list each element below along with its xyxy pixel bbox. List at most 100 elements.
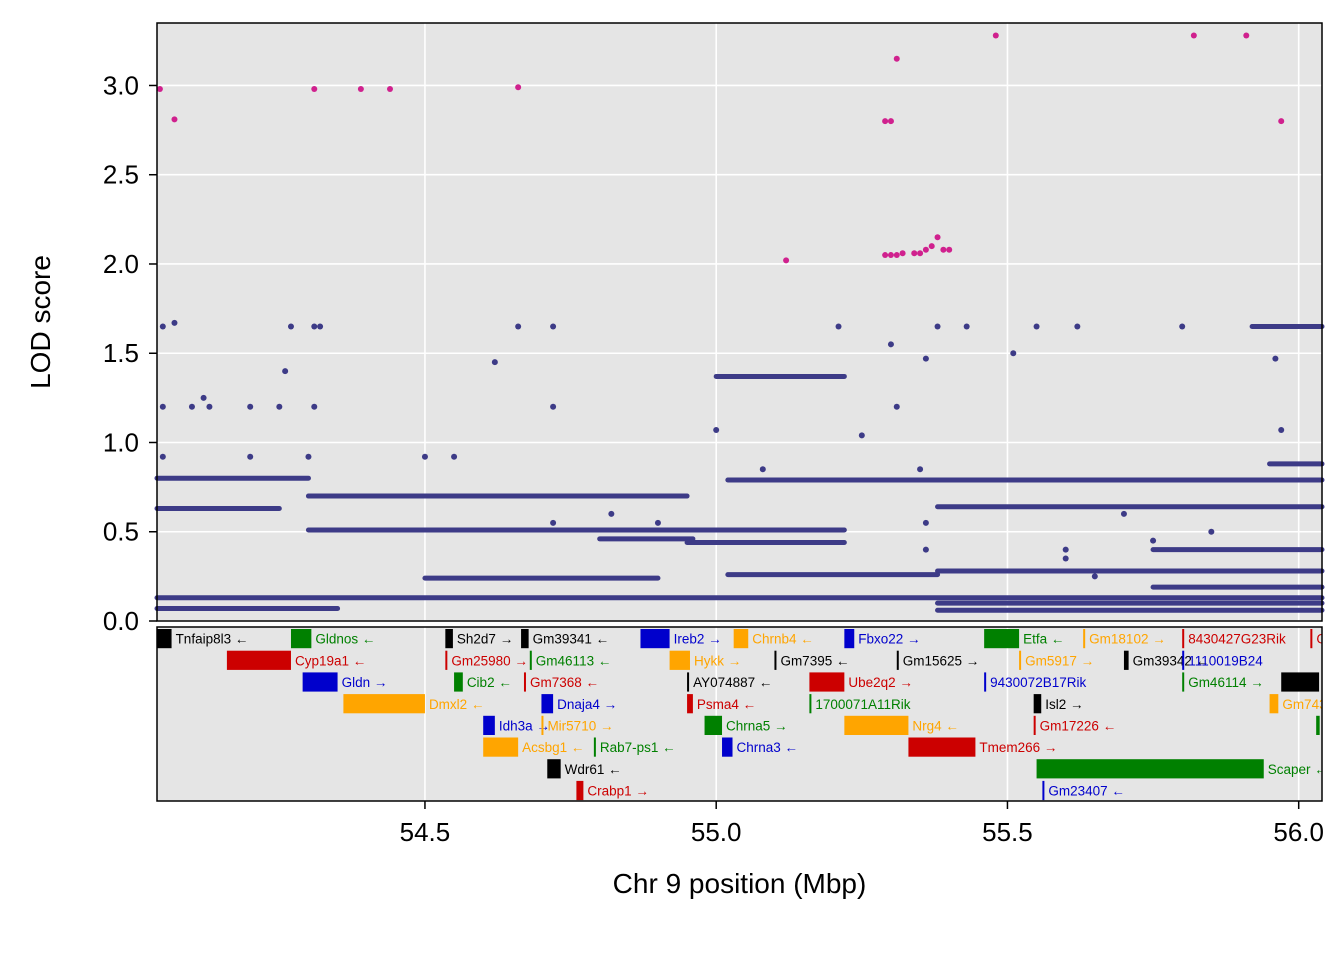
lod-point: [1243, 32, 1250, 39]
gene-label: Wdr61 ←: [565, 762, 622, 777]
gene-label: 1700071A11Rik: [815, 697, 910, 712]
gene-label: Gm46114 →: [1188, 675, 1264, 690]
gene-label: Chrna5 →: [726, 719, 788, 734]
gene-box: [521, 629, 529, 649]
x-tick-label: 54.5: [400, 817, 451, 847]
gene-box: [687, 672, 690, 692]
lod-point: [311, 86, 318, 93]
lod-point: [171, 319, 178, 326]
lod-point: [922, 355, 929, 362]
gene-box: [1182, 629, 1185, 649]
gene-box: [157, 629, 172, 649]
lod-point: [887, 118, 894, 125]
gene-label: Ube2q2 →: [848, 675, 913, 690]
gene-box: [1316, 715, 1320, 735]
y-tick-label: 3.0: [103, 70, 139, 100]
gene-label: Acsbg1 ←: [522, 740, 584, 755]
lod-point: [1074, 323, 1081, 330]
lod-point: [451, 453, 458, 460]
y-tick-label: 0.0: [103, 606, 139, 636]
y-tick-label: 0.5: [103, 517, 139, 547]
lod-point: [922, 519, 929, 526]
lod-point: [1272, 355, 1279, 362]
gene-box: [733, 629, 749, 649]
gene-box: [576, 780, 584, 801]
lod-point: [654, 519, 661, 526]
gene-label: Gm5917 →: [1025, 653, 1094, 668]
gene-box: [483, 715, 495, 735]
gene-box: [1182, 650, 1185, 670]
gene-label: Gm7395 ←: [780, 653, 849, 668]
lod-point: [247, 453, 254, 460]
gene-box: [1083, 629, 1086, 649]
gene-label: Rab7-ps1 ←: [600, 740, 676, 755]
gene-box: [454, 672, 463, 692]
gene-box: [343, 694, 425, 714]
y-axis: 0.0 0.5 1.0 1.5 2.0 2.5 3.0: [103, 70, 157, 636]
lod-point: [759, 466, 766, 473]
lod-point: [893, 403, 900, 410]
gene-box: [809, 672, 845, 692]
lod-point: [893, 55, 900, 62]
gene-label: Gldnos ←: [315, 632, 375, 647]
gene-box: [226, 650, 291, 670]
lod-point: [1179, 323, 1186, 330]
gene-label: 1110019B24: [1188, 653, 1263, 668]
gene-label: AY074887 ←: [693, 675, 772, 690]
gene-label: Gm743: [1282, 697, 1326, 712]
lod-point: [946, 246, 953, 253]
y-tick-label: 1.0: [103, 427, 139, 457]
gene-box: [445, 629, 453, 649]
lod-point: [1062, 555, 1069, 562]
gene-box: [722, 737, 733, 757]
gene-label: Gm39342 ←: [1133, 653, 1210, 668]
x-tick-label: 55.5: [982, 817, 1033, 847]
lod-point: [1190, 32, 1197, 39]
lod-point: [550, 403, 557, 410]
gene-box: [593, 737, 596, 757]
lod-point: [911, 250, 918, 257]
gene-box: [529, 650, 532, 670]
gene-label: Gm7368 ←: [530, 675, 599, 690]
lod-point: [713, 426, 720, 433]
gene-label: Crabp1 →: [587, 784, 649, 799]
lod-point: [287, 323, 294, 330]
lod-point: [247, 403, 254, 410]
lod-points: [154, 32, 1325, 613]
lod-point: [491, 359, 498, 366]
lod-point: [171, 116, 178, 123]
gene-label: Nrg4 ←: [912, 719, 959, 734]
lod-point: [188, 403, 195, 410]
lod-point: [282, 368, 289, 375]
gene-label: Tmem266 →: [979, 740, 1057, 755]
lod-point: [899, 250, 906, 257]
lod-point: [1150, 537, 1157, 544]
gene-box: [1281, 672, 1320, 692]
gene-box: [1269, 694, 1279, 714]
gene-label: Cyp19a1 ←: [295, 653, 366, 668]
gene-label: Isl2 →: [1045, 697, 1083, 712]
gene-label: Ireb2 →: [674, 632, 722, 647]
gene-track-frame: [156, 626, 1323, 802]
gene-label: Chrna3 ←: [737, 740, 799, 755]
lod-point: [1010, 350, 1017, 357]
gene-box: [774, 650, 777, 670]
x-axis-label: Chr 9 position (Mbp): [613, 868, 867, 899]
gene-box: [687, 694, 693, 714]
gene-box: [483, 737, 519, 757]
gene-label: Gldn →: [342, 675, 388, 690]
gene-label: Gm39341 ←: [533, 632, 610, 647]
gene-box: [1033, 694, 1042, 714]
lod-point: [887, 341, 894, 348]
lod-point: [159, 403, 166, 410]
gene-label: Etfa ←: [1023, 632, 1064, 647]
lod-point: [1091, 573, 1098, 580]
lod-point: [893, 252, 900, 259]
gene-label: Fbxo22 →: [858, 632, 920, 647]
gene-label: Sh2d7 →: [457, 632, 513, 647]
gene-label: Mir5710 →: [547, 719, 613, 734]
gene-box: [809, 694, 812, 714]
lod-point: [963, 323, 970, 330]
gene-box: [1042, 780, 1045, 801]
lod-point: [421, 453, 428, 460]
